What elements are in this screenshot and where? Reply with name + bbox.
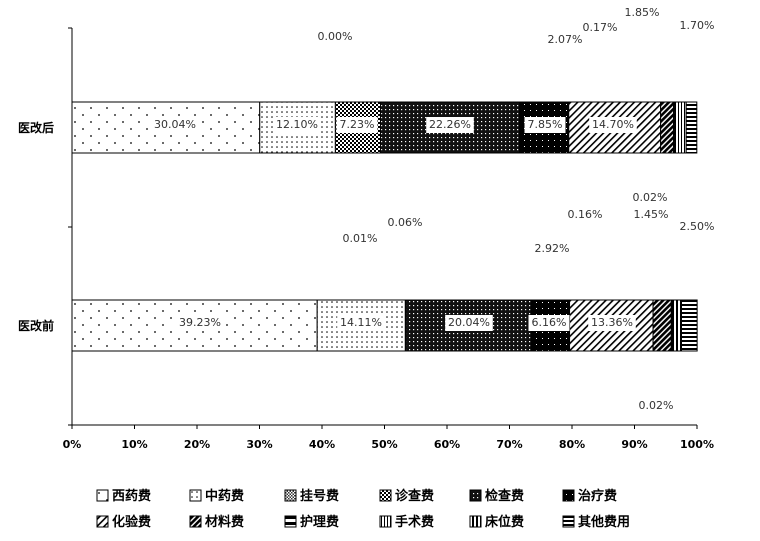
- legend-item-label: 中药费: [205, 488, 244, 504]
- legend-item-label: 治疗费: [578, 488, 617, 504]
- x-tick-label: 50%: [371, 438, 397, 451]
- data-label: 13.36%: [591, 316, 633, 329]
- data-label-box: [151, 117, 199, 133]
- bar-segment: [652, 299, 672, 352]
- data-label-box: [426, 117, 474, 133]
- category-label: 医改前: [18, 318, 54, 333]
- data-label: 22.26%: [429, 118, 471, 131]
- legend-swatch: [284, 489, 297, 502]
- x-tick-label: 60%: [434, 438, 460, 451]
- data-label-box: [528, 315, 570, 331]
- legend-item-label: 其他费用: [578, 514, 630, 530]
- category-label: 医改后: [18, 120, 54, 135]
- legend-item-label: 床位费: [485, 514, 524, 530]
- data-label: 0.16%: [568, 208, 603, 221]
- bar-segment: [674, 101, 687, 154]
- x-tick-label: 80%: [559, 438, 585, 451]
- legend-item-label: 挂号费: [300, 488, 339, 504]
- x-tick-label: 90%: [621, 438, 647, 451]
- data-label: 2.07%: [548, 33, 583, 46]
- data-label: 1.85%: [625, 6, 660, 19]
- legend-swatch: [189, 489, 202, 502]
- data-label: 0.06%: [388, 216, 423, 229]
- data-label: 0.01%: [343, 232, 378, 245]
- legend-item-label: 手术费: [395, 514, 434, 530]
- bar-segment: [681, 299, 698, 352]
- x-tick-label: 10%: [121, 438, 147, 451]
- data-label: 12.10%: [276, 118, 318, 131]
- legend-swatch: [379, 489, 392, 502]
- bar-segment: [569, 299, 654, 352]
- data-label: 0.02%: [633, 191, 668, 204]
- legend-item-label: 材料费: [205, 514, 244, 530]
- data-label: 0.02%: [639, 399, 674, 412]
- data-label: 2.92%: [535, 242, 570, 255]
- legend-swatch: [469, 489, 482, 502]
- x-tick-label: 20%: [184, 438, 210, 451]
- data-label: 14.70%: [592, 118, 634, 131]
- legend-item-label: 化验费: [112, 514, 151, 530]
- data-label: 39.23%: [179, 316, 221, 329]
- data-label: 1.45%: [634, 208, 669, 221]
- data-label-box: [176, 315, 224, 331]
- data-label-box: [445, 315, 493, 331]
- legend-swatch: [189, 515, 202, 528]
- data-label: 7.85%: [528, 118, 563, 131]
- data-label: 6.16%: [532, 316, 567, 329]
- bar-segment: [685, 101, 698, 154]
- data-label: 14.11%: [340, 316, 382, 329]
- legend-swatch: [284, 515, 297, 528]
- legend-swatch: [96, 515, 109, 528]
- x-tick-label: 40%: [309, 438, 335, 451]
- data-label-box: [589, 117, 637, 133]
- data-label: 0.17%: [583, 21, 618, 34]
- data-label-box: [273, 117, 321, 133]
- legend-item-label: 西药费: [112, 488, 151, 504]
- data-label: 7.23%: [340, 118, 375, 131]
- legend-swatch: [96, 489, 109, 502]
- data-label: 20.04%: [448, 316, 490, 329]
- data-label: 1.70%: [680, 19, 715, 32]
- legend-swatch: [469, 515, 482, 528]
- legend-swatch: [562, 515, 575, 528]
- data-label-box: [336, 117, 378, 133]
- legend-item-label: 诊查费: [395, 488, 434, 504]
- legend-swatch: [562, 489, 575, 502]
- x-tick-label: 0%: [63, 438, 82, 451]
- data-label: 30.04%: [154, 118, 196, 131]
- x-tick-label: 100%: [680, 438, 714, 451]
- data-label-box: [524, 117, 566, 133]
- legend-item-label: 检查费: [485, 488, 524, 504]
- data-label: 2.50%: [680, 220, 715, 233]
- bar-segment: [660, 101, 675, 154]
- legend-swatch: [379, 515, 392, 528]
- x-tick-label: 70%: [496, 438, 522, 451]
- data-label-box: [337, 315, 385, 331]
- data-label-box: [588, 315, 636, 331]
- x-tick-label: 30%: [246, 438, 272, 451]
- legend-item-label: 护理费: [300, 514, 339, 530]
- data-label: 0.00%: [318, 30, 353, 43]
- bar-segment: [671, 299, 682, 352]
